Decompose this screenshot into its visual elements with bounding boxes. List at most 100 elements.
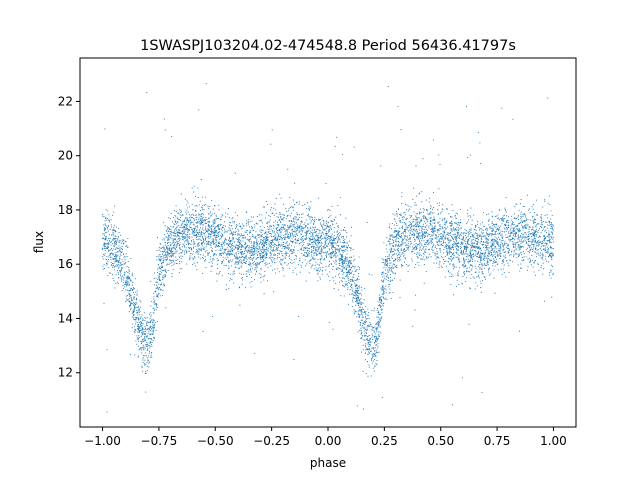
data-point — [542, 273, 544, 275]
data-point — [472, 276, 474, 278]
data-point — [420, 255, 422, 257]
data-point — [526, 269, 529, 271]
data-point — [381, 308, 383, 310]
data-point — [502, 258, 504, 261]
data-point — [488, 258, 490, 260]
data-point — [294, 231, 296, 233]
data-point — [271, 260, 273, 262]
data-point — [414, 266, 416, 269]
data-point — [354, 291, 356, 293]
data-point — [125, 301, 127, 303]
data-point — [503, 255, 505, 257]
data-point — [231, 243, 233, 246]
data-point — [409, 221, 412, 224]
data-point — [274, 254, 277, 256]
data-point — [152, 307, 154, 309]
data-point — [504, 209, 507, 212]
data-point — [358, 272, 360, 275]
data-point — [359, 306, 362, 308]
data-point — [218, 272, 220, 274]
data-point — [140, 324, 142, 326]
data-point — [122, 240, 124, 242]
data-point — [334, 237, 336, 239]
data-point — [308, 250, 310, 253]
data-point — [207, 224, 209, 226]
data-point — [365, 305, 367, 307]
data-point — [421, 244, 423, 247]
data-point — [436, 242, 438, 244]
data-point — [423, 240, 425, 242]
data-point — [354, 286, 356, 288]
data-point — [387, 271, 389, 273]
data-point — [170, 212, 172, 215]
data-point — [467, 212, 469, 214]
data-point — [359, 285, 361, 287]
data-point — [493, 250, 495, 252]
data-point — [189, 216, 191, 218]
data-point — [344, 261, 346, 264]
data-point — [400, 245, 402, 247]
data-point — [430, 239, 432, 241]
data-point — [455, 266, 457, 268]
data-point — [477, 260, 479, 262]
data-point — [326, 255, 328, 258]
data-point — [314, 237, 316, 239]
data-point — [183, 251, 185, 253]
data-point — [360, 297, 362, 299]
data-point — [430, 228, 432, 230]
data-point — [501, 238, 503, 240]
data-point — [152, 339, 154, 342]
data-point — [327, 243, 329, 246]
data-point — [112, 243, 114, 245]
data-point — [469, 249, 472, 251]
data-point — [212, 224, 214, 226]
data-point — [277, 244, 279, 246]
data-point — [260, 225, 262, 228]
data-point — [448, 270, 450, 272]
data-point — [177, 259, 179, 261]
data-point — [164, 273, 166, 276]
data-point — [443, 248, 445, 251]
data-point — [345, 275, 347, 278]
data-point — [141, 327, 143, 329]
data-point — [531, 243, 533, 245]
data-point — [246, 252, 248, 254]
data-point — [460, 242, 462, 244]
data-point — [232, 259, 234, 261]
data-point — [354, 295, 356, 297]
data-point — [549, 245, 552, 247]
data-point — [279, 261, 281, 263]
data-point — [112, 234, 114, 236]
data-point — [328, 208, 330, 211]
data-point — [263, 293, 265, 295]
data-point — [105, 225, 107, 227]
data-point — [389, 264, 391, 267]
data-point — [178, 236, 180, 238]
data-point — [520, 243, 522, 245]
data-point — [184, 198, 186, 200]
data-point — [122, 267, 124, 269]
data-point — [451, 259, 453, 261]
data-point — [504, 251, 506, 254]
data-point — [141, 365, 143, 367]
data-point — [446, 238, 448, 240]
data-point — [126, 289, 128, 291]
data-point — [501, 107, 503, 109]
data-point — [180, 219, 182, 222]
data-point — [425, 228, 427, 231]
data-point — [535, 228, 538, 230]
data-point — [221, 263, 223, 265]
data-point — [392, 241, 394, 243]
data-point — [224, 239, 226, 241]
data-point — [540, 249, 542, 251]
data-point — [129, 353, 132, 355]
data-point — [145, 364, 147, 366]
data-point — [399, 296, 401, 299]
data-point — [204, 237, 206, 240]
data-point — [373, 327, 375, 329]
data-point — [512, 237, 514, 240]
data-point — [441, 237, 443, 239]
data-point — [416, 219, 419, 221]
data-point — [455, 222, 457, 224]
data-point — [436, 251, 438, 253]
